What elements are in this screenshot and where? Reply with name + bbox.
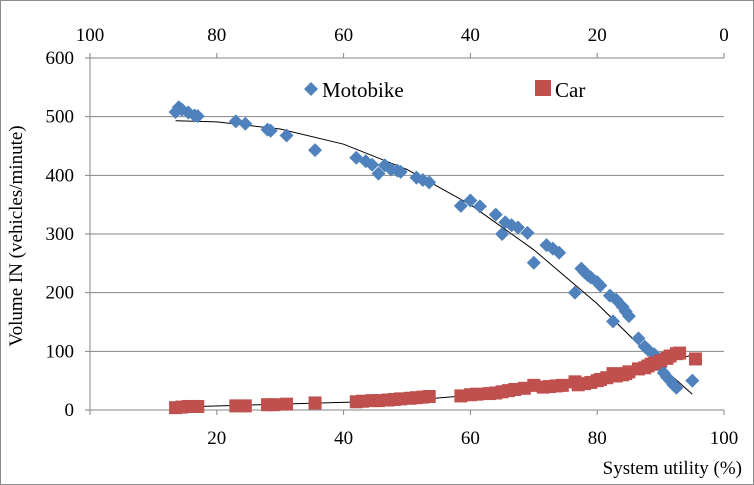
data-points <box>168 100 702 415</box>
point-motobike <box>365 157 380 172</box>
x-tick-label: 60 <box>461 428 480 449</box>
point-car <box>673 346 687 360</box>
point-motobike <box>371 166 386 181</box>
point-motobike <box>621 309 636 324</box>
legend-label-car: Car <box>555 78 585 102</box>
point-car <box>688 352 702 366</box>
trendline-motobike <box>175 120 693 395</box>
point-motobike <box>190 109 205 124</box>
x-axis-label: System utility (%) <box>603 458 742 479</box>
x2-tick-label: 0 <box>719 25 729 46</box>
point-motobike <box>263 123 278 138</box>
legend: Motobike Car <box>304 78 585 102</box>
x-tick-label: 100 <box>710 428 739 449</box>
point-motobike <box>228 114 243 129</box>
axes <box>85 53 725 415</box>
point-motobike <box>422 175 437 190</box>
point-motobike <box>488 207 503 222</box>
point-motobike <box>593 278 608 293</box>
y-axis-label: Volume IN (vehicles/minute) <box>6 125 27 346</box>
x-tick-label: 40 <box>334 428 353 449</box>
y-tick-label: 200 <box>46 283 75 304</box>
point-car <box>308 396 322 410</box>
y-tick-label: 100 <box>46 341 75 362</box>
point-car <box>470 387 484 401</box>
y-tick-label: 500 <box>46 107 75 128</box>
point-motobike <box>606 314 621 329</box>
legend-marker-motobike <box>304 82 318 96</box>
point-motobike <box>472 199 487 214</box>
trend-lines <box>175 120 693 408</box>
point-car <box>238 399 252 413</box>
point-motobike <box>552 245 567 260</box>
legend-marker-car <box>535 80 551 96</box>
point-motobike <box>510 220 525 235</box>
point-motobike <box>308 143 323 158</box>
point-motobike <box>568 285 583 300</box>
point-motobike <box>669 380 684 395</box>
point-car <box>191 399 205 413</box>
x-tick-label: 20 <box>207 428 226 449</box>
legend-label-motobike: Motobike <box>322 78 404 102</box>
point-motobike <box>463 193 478 208</box>
y-tick-label: 300 <box>46 224 75 245</box>
point-motobike <box>526 255 541 270</box>
y-tick-label: 400 <box>46 165 75 186</box>
point-motobike <box>453 198 468 213</box>
x2-tick-label: 20 <box>588 25 607 46</box>
x2-tick-label: 100 <box>76 25 105 46</box>
x-tick-label: 80 <box>588 428 607 449</box>
point-motobike <box>279 128 294 143</box>
y-tick-label: 0 <box>65 400 75 421</box>
x2-tick-label: 60 <box>334 25 353 46</box>
x2-tick-label: 80 <box>207 25 226 46</box>
point-motobike <box>238 116 253 131</box>
point-motobike <box>495 227 510 241</box>
point-car <box>280 397 294 411</box>
point-motobike <box>520 225 535 240</box>
point-car <box>422 390 436 404</box>
point-car <box>555 378 569 392</box>
point-motobike <box>685 373 700 388</box>
point-motobike <box>498 215 513 230</box>
point-motobike <box>393 164 408 179</box>
point-motobike <box>631 331 646 346</box>
y-tick-label: 600 <box>46 48 75 69</box>
x2-tick-label: 40 <box>461 25 480 46</box>
point-car <box>267 398 281 412</box>
